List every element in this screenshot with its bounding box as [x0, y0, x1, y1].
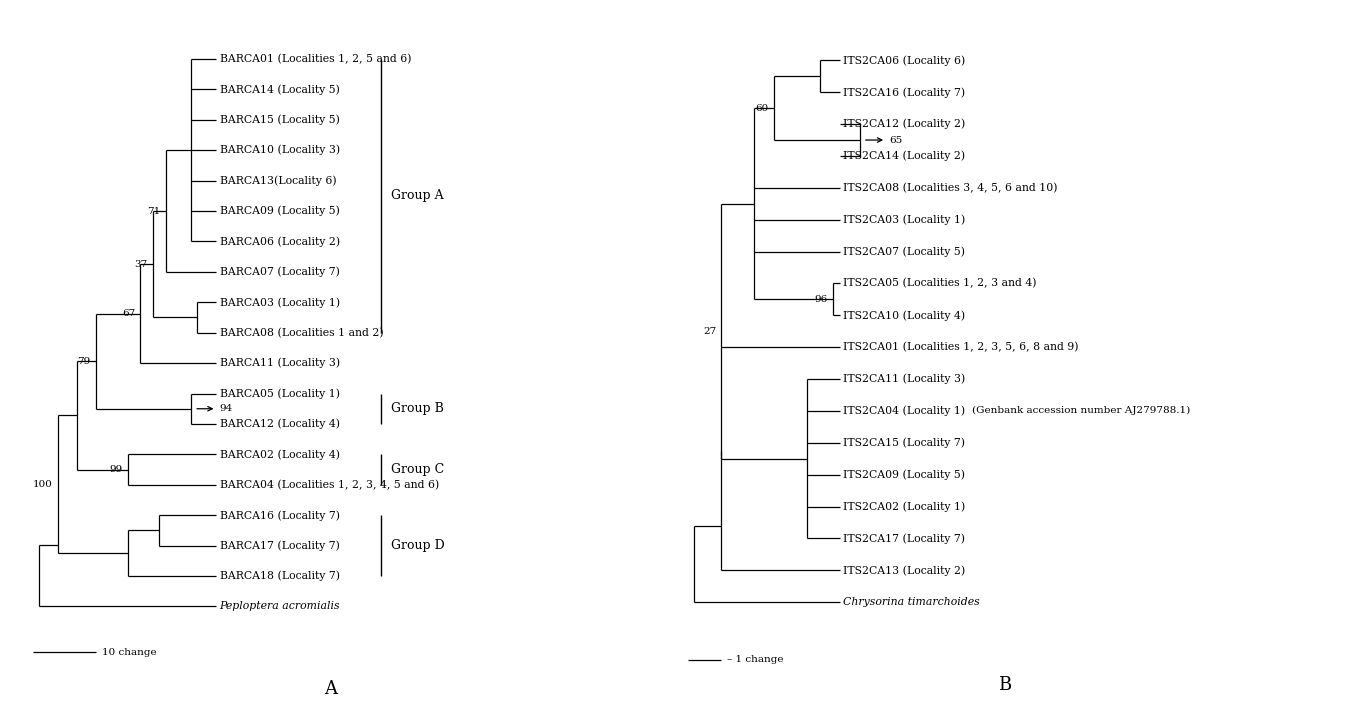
Text: ITS2CA02 (Locality 1): ITS2CA02 (Locality 1): [843, 501, 966, 512]
Text: BARCA18 (Locality 7): BARCA18 (Locality 7): [220, 571, 340, 582]
Text: ITS2CA04 (Locality 1): ITS2CA04 (Locality 1): [843, 406, 965, 417]
Text: Group B: Group B: [391, 402, 444, 415]
Text: 60: 60: [755, 104, 769, 112]
Text: BARCA12 (Locality 4): BARCA12 (Locality 4): [220, 419, 340, 429]
Text: Peploptera acromialis: Peploptera acromialis: [220, 602, 340, 612]
Text: ITS2CA15 (Locality 7): ITS2CA15 (Locality 7): [843, 437, 965, 448]
Text: ITS2CA05 (Localities 1, 2, 3 and 4): ITS2CA05 (Localities 1, 2, 3 and 4): [843, 278, 1036, 288]
Text: BARCA08 (Localities 1 and 2): BARCA08 (Localities 1 and 2): [220, 328, 383, 338]
Text: 94: 94: [220, 404, 233, 413]
Text: BARCA01 (Localities 1, 2, 5 and 6): BARCA01 (Localities 1, 2, 5 and 6): [220, 53, 411, 64]
Text: ITS2CA12 (Locality 2): ITS2CA12 (Locality 2): [843, 119, 966, 130]
Text: BARCA16 (Locality 7): BARCA16 (Locality 7): [220, 510, 340, 520]
Text: ITS2CA17 (Locality 7): ITS2CA17 (Locality 7): [843, 533, 965, 544]
Text: 96: 96: [815, 295, 828, 304]
Text: Chrysorina timarchoides: Chrysorina timarchoides: [843, 597, 979, 607]
Text: 99: 99: [109, 465, 123, 474]
Text: Group C: Group C: [391, 463, 444, 476]
Text: – 1 change: – 1 change: [727, 655, 784, 664]
Text: 71: 71: [147, 206, 161, 216]
Text: BARCA07 (Locality 7): BARCA07 (Locality 7): [220, 266, 340, 277]
Text: ITS2CA07 (Locality 5): ITS2CA07 (Locality 5): [843, 246, 965, 257]
Text: ITS2CA06 (Locality 6): ITS2CA06 (Locality 6): [843, 55, 966, 66]
Text: ITS2CA16 (Locality 7): ITS2CA16 (Locality 7): [843, 87, 965, 98]
Text: ITS2CA11 (Locality 3): ITS2CA11 (Locality 3): [843, 374, 966, 384]
Text: B: B: [998, 676, 1012, 694]
Text: 79: 79: [78, 357, 90, 366]
Text: A: A: [324, 680, 337, 698]
Text: Group A: Group A: [391, 189, 444, 202]
Text: BARCA13(Locality 6): BARCA13(Locality 6): [220, 175, 336, 186]
Text: ITS2CA01 (Localities 1, 2, 3, 5, 6, 8 and 9): ITS2CA01 (Localities 1, 2, 3, 5, 6, 8 an…: [843, 342, 1079, 352]
Text: BARCA04 (Localities 1, 2, 3, 4, 5 and 6): BARCA04 (Localities 1, 2, 3, 4, 5 and 6): [220, 480, 438, 490]
Text: 65: 65: [889, 135, 902, 145]
Text: BARCA10 (Locality 3): BARCA10 (Locality 3): [220, 145, 340, 155]
Text: Group D: Group D: [391, 539, 444, 552]
Text: BARCA06 (Locality 2): BARCA06 (Locality 2): [220, 236, 340, 247]
Text: BARCA15 (Locality 5): BARCA15 (Locality 5): [220, 115, 340, 125]
Text: 27: 27: [703, 327, 716, 336]
Text: BARCA05 (Locality 1): BARCA05 (Locality 1): [220, 388, 340, 399]
Text: (Genbank accession number AJ279788.1): (Genbank accession number AJ279788.1): [971, 407, 1190, 416]
Text: BARCA02 (Locality 4): BARCA02 (Locality 4): [220, 449, 340, 460]
Text: ITS2CA10 (Locality 4): ITS2CA10 (Locality 4): [843, 310, 965, 320]
Text: 67: 67: [121, 309, 135, 318]
Text: BARCA11 (Locality 3): BARCA11 (Locality 3): [220, 358, 340, 368]
Text: ITS2CA08 (Localities 3, 4, 5, 6 and 10): ITS2CA08 (Localities 3, 4, 5, 6 and 10): [843, 183, 1058, 193]
Text: ITS2CA03 (Locality 1): ITS2CA03 (Locality 1): [843, 214, 966, 225]
Text: BARCA03 (Locality 1): BARCA03 (Locality 1): [220, 297, 340, 308]
Text: 37: 37: [135, 260, 148, 268]
Text: ITS2CA13 (Locality 2): ITS2CA13 (Locality 2): [843, 565, 966, 575]
Text: 100: 100: [32, 480, 53, 489]
Text: ITS2CA09 (Locality 5): ITS2CA09 (Locality 5): [843, 469, 965, 480]
Text: 10 change: 10 change: [103, 648, 156, 656]
Text: BARCA14 (Locality 5): BARCA14 (Locality 5): [220, 84, 340, 95]
Text: ITS2CA14 (Locality 2): ITS2CA14 (Locality 2): [843, 151, 965, 161]
Text: BARCA17 (Locality 7): BARCA17 (Locality 7): [220, 540, 340, 551]
Text: BARCA09 (Locality 5): BARCA09 (Locality 5): [220, 206, 340, 216]
